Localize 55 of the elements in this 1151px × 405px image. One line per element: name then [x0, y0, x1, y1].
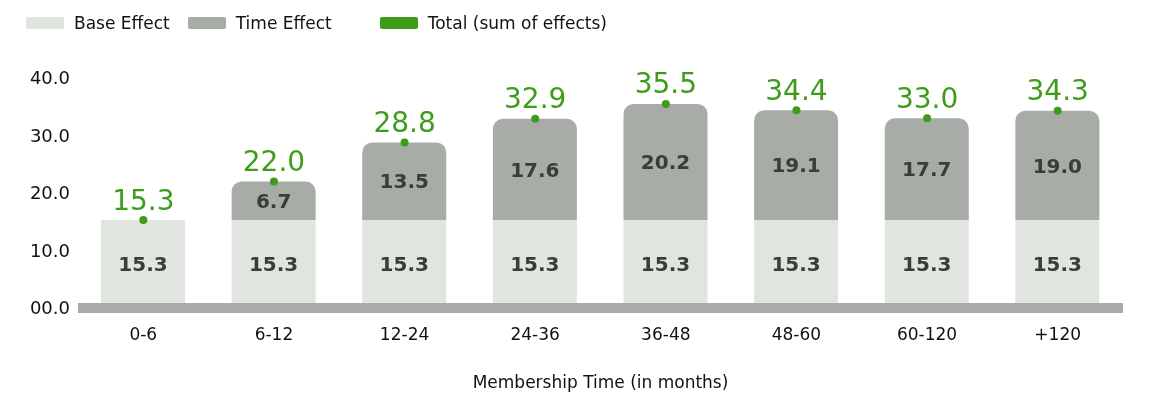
bar [623, 103, 708, 221]
y-tick-label: 20.0 [29, 182, 70, 204]
x-axis-title: Membership Time (in months) [472, 372, 729, 392]
y-tick-label: 00.0 [29, 297, 70, 319]
data-label: 17.7 [902, 157, 952, 182]
bar [754, 110, 839, 221]
legend-label: Base Effect [74, 13, 170, 33]
y-tick-label: 30.0 [29, 124, 70, 146]
data-label: 15.3 [640, 252, 691, 277]
point [139, 216, 148, 225]
point [531, 114, 540, 123]
data-label: 15.3 [510, 252, 560, 277]
data-label: 6.7 [255, 188, 292, 213]
legend-label: Total (sum of effects) [427, 13, 607, 33]
bar [362, 142, 447, 221]
data-label: 20.2 [640, 150, 691, 175]
x-tick-label: 24-36 [510, 324, 560, 345]
data-label: 15.3 [1032, 252, 1083, 277]
data-label: 19.0 [1032, 153, 1083, 178]
data-label: 34.3 [1026, 74, 1089, 108]
data-label: 15.3 [379, 252, 429, 277]
bar [884, 118, 969, 221]
data-label: 34.4 [765, 73, 828, 107]
data-label: 15.3 [118, 252, 168, 277]
x-tick-label: 36-48 [641, 324, 691, 345]
bar [231, 181, 316, 221]
x-tick-label: 60-120 [896, 324, 958, 345]
data-label: 15.3 [248, 252, 299, 277]
y-tick-label: 40.0 [29, 67, 70, 89]
data-label: 28.8 [373, 105, 436, 139]
data-label: 19.1 [771, 153, 821, 178]
legend-label: Time Effect [235, 13, 332, 33]
x-tick-label: +120 [1034, 324, 1082, 345]
data-label: 15.3 [771, 252, 821, 277]
data-label: 35.5 [634, 67, 697, 101]
bar [1015, 110, 1100, 221]
data-label: 13.5 [379, 169, 429, 194]
data-label: 32.9 [504, 82, 567, 116]
data-label: 15.3 [112, 183, 175, 217]
x-tick-label: 48-60 [771, 324, 822, 345]
y-tick-label: 10.0 [29, 239, 70, 261]
point [400, 138, 409, 147]
x-tick-label: 12-24 [379, 324, 430, 345]
point [661, 99, 670, 108]
point [1053, 106, 1062, 115]
data-label: 22.0 [242, 144, 306, 178]
data-label: 33.0 [895, 81, 959, 115]
x-tick-label: 6-12 [254, 324, 294, 345]
point [792, 106, 801, 115]
point [269, 177, 278, 186]
data-label: 17.6 [510, 157, 560, 182]
x-tick-label: 0-6 [129, 324, 158, 345]
data-label: 15.3 [902, 252, 952, 277]
point [923, 114, 932, 123]
bar [492, 118, 577, 221]
